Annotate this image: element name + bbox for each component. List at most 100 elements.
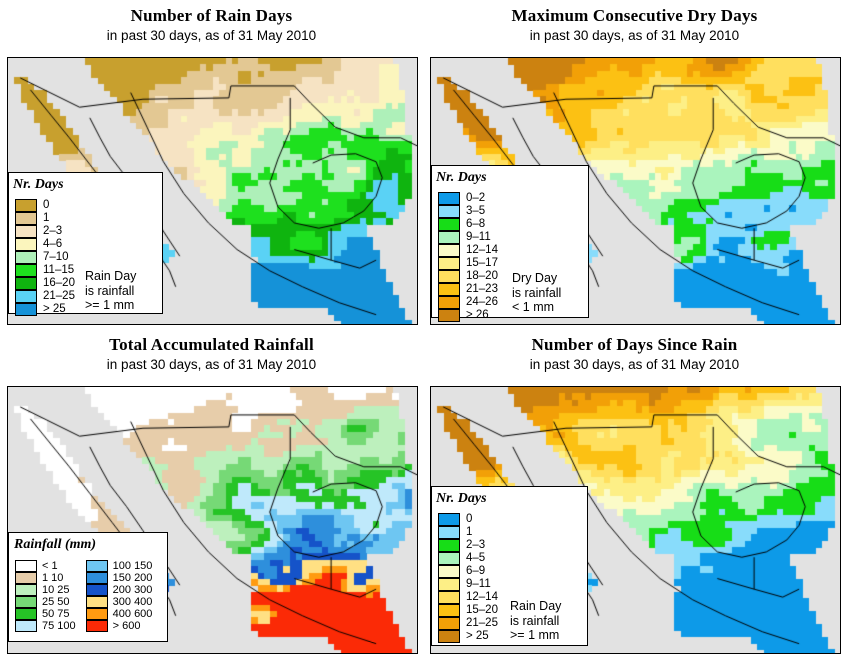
legend-entries: 0–2 3–5 6–8 9–11 12–14 15–17 18–20 21–23 24–26 > … — [438, 192, 498, 322]
legend-swatch — [438, 513, 460, 526]
legend-swatch — [438, 231, 460, 244]
legend-label: 6–8 — [466, 218, 486, 230]
legend-column-right: 100 150 150 200 200 300 300 400 400 600 > 600 — [85, 559, 153, 632]
legend-label: 4–5 — [466, 552, 486, 564]
legend-swatch — [438, 309, 460, 322]
legend-note-line: Rain Day — [85, 269, 137, 283]
legend-entry: 1 10 — [15, 572, 76, 584]
legend-note-line: >= 1 mm — [85, 298, 135, 312]
legend-label: > 26 — [466, 309, 489, 321]
legend-note-line: Dry Day — [512, 271, 558, 285]
legend-title: Nr. Days — [436, 170, 487, 185]
legend-entry: 6–8 — [438, 218, 498, 231]
legend-label: 21–25 — [466, 617, 498, 629]
legend-label: 12–14 — [466, 244, 498, 256]
legend-swatch — [15, 620, 37, 632]
legend-label: 16–20 — [43, 277, 75, 289]
legend-swatch — [85, 608, 108, 620]
legend-swatch — [15, 303, 37, 316]
legend-swatch — [438, 565, 460, 578]
legend-label: 21–25 — [43, 290, 75, 302]
legend-entry: 6–9 — [438, 565, 498, 578]
legend-swatch — [15, 560, 37, 572]
legend-entry: 2–3 — [15, 225, 75, 238]
legend-swatch — [85, 584, 108, 596]
legend-note: Rain Day is rainfall >= 1 mm — [510, 599, 561, 643]
legend-label: 200 300 — [112, 583, 153, 596]
legend-label: 300 400 — [112, 595, 153, 608]
legend-entry: 0 — [15, 199, 75, 212]
legend-entry: 100 150 — [85, 559, 153, 572]
legend-label: 18–20 — [466, 270, 498, 282]
legend-entry: 400 600 — [85, 607, 153, 620]
legend-dry-days: Nr. Days 0–2 3–5 6–8 9–11 12–14 15–17 18–20 21–… — [431, 165, 589, 322]
legend-entry: 24–26 — [438, 296, 498, 309]
legend-swatch — [438, 257, 460, 270]
legend-swatch — [15, 608, 37, 620]
legend-title: Nr. Days — [13, 177, 64, 192]
legend-entry: 50 75 — [15, 608, 76, 620]
legend-note: Dry Day is rainfall < 1 mm — [512, 271, 561, 315]
legend-entry: 75 100 — [15, 620, 76, 632]
legend-swatch — [438, 283, 460, 296]
legend-entry: 18–20 — [438, 270, 498, 283]
legend-swatch — [438, 218, 460, 231]
legend-note-line: is rainfall — [85, 283, 135, 298]
legend-swatch — [15, 277, 37, 290]
legend-swatch — [15, 572, 37, 584]
legend-title: Rainfall (mm) — [14, 537, 97, 552]
legend-label: 0–2 — [466, 192, 486, 204]
legend-entry: 300 400 — [85, 595, 153, 608]
legend-swatch — [438, 591, 460, 604]
legend-swatch — [85, 620, 108, 632]
legend-label: 400 600 — [112, 607, 153, 620]
legend-label: > 25 — [466, 630, 489, 642]
legend-swatch — [438, 296, 460, 309]
legend-entry: < 1 — [15, 560, 76, 572]
panel-subtitle: in past 30 days, as of 31 May 2010 — [529, 28, 740, 43]
legend-entry: 0–2 — [438, 192, 498, 205]
legend-entry: 9–11 — [438, 578, 498, 591]
panel-title: Total Accumulated Rainfall — [109, 335, 314, 354]
legend-swatch — [15, 251, 37, 264]
legend-label: 7–10 — [43, 251, 69, 263]
legend-entry: 3–5 — [438, 205, 498, 218]
legend-entry: 12–14 — [438, 591, 498, 604]
legend-entry: > 25 — [438, 630, 498, 643]
legend-label: 10 25 — [42, 583, 70, 596]
legend-entry: 21–25 — [438, 617, 498, 630]
legend-label: 1 — [43, 212, 50, 224]
legend-note-line: >= 1 mm — [510, 628, 560, 642]
legend-label: 75 100 — [42, 619, 76, 632]
legend-label: 2–3 — [466, 539, 486, 551]
legend-entry: 4–5 — [438, 552, 498, 565]
legend-entry: 16–20 — [15, 277, 75, 290]
legend-label: 21–23 — [466, 283, 498, 295]
legend-entry: 7–10 — [15, 251, 75, 264]
legend-swatch — [15, 212, 37, 225]
legend-entry: > 25 — [15, 303, 75, 316]
legend-swatch — [15, 596, 37, 608]
legend-label: 1 — [466, 526, 473, 538]
legend-label: 4–6 — [43, 238, 63, 250]
legend-note-line: is rainfall — [510, 613, 560, 628]
legend-note: Rain Day is rainfall >= 1 mm — [85, 269, 136, 313]
legend-entry: 4–6 — [15, 238, 75, 251]
legend-label: 9–11 — [466, 578, 491, 590]
legend-entry: 15–20 — [438, 604, 498, 617]
panel-days-since-rain: Number of Days Since Rain in past 30 day… — [423, 329, 846, 658]
legend-label: 12–14 — [466, 591, 498, 603]
legend-swatch — [438, 539, 460, 552]
legend-label: 15–17 — [466, 257, 498, 269]
legend-swatch — [15, 264, 37, 277]
legend-swatch — [438, 526, 460, 539]
legend-entry: 200 300 — [85, 583, 153, 596]
legend-label: 100 150 — [112, 559, 153, 572]
legend-label: 0 — [43, 199, 50, 211]
legend-swatch — [85, 572, 108, 584]
legend-entry: 25 50 — [15, 596, 76, 608]
